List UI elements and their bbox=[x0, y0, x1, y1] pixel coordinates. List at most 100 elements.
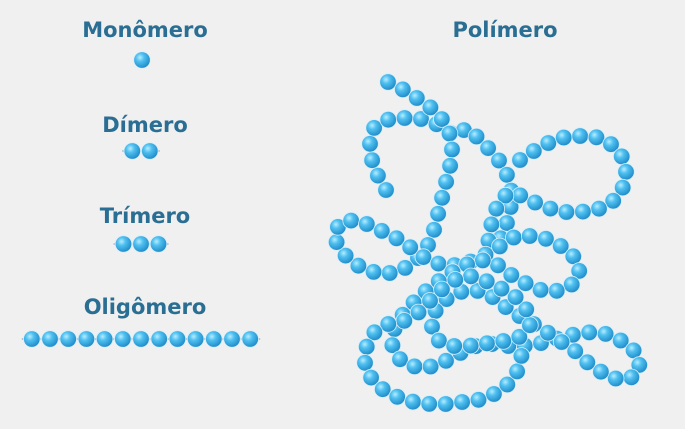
monomer-bead bbox=[133, 51, 151, 69]
polymer-bead bbox=[489, 256, 507, 275]
polymer-bead bbox=[379, 315, 398, 333]
oligomer-bead bbox=[186, 330, 205, 348]
polymer-bead bbox=[604, 192, 622, 210]
monomer-label: Monômero bbox=[82, 18, 208, 42]
oligomer-bead bbox=[77, 330, 96, 348]
polymer-bead bbox=[498, 375, 517, 394]
polymer-bead bbox=[446, 271, 465, 289]
polymer-bead bbox=[496, 186, 515, 205]
polymer-bead bbox=[617, 163, 635, 181]
polymer-bead bbox=[574, 202, 592, 221]
polymer-bead bbox=[502, 266, 521, 284]
polymer-bead bbox=[443, 140, 461, 159]
polymer-bead bbox=[526, 193, 544, 212]
polymer-bead bbox=[630, 356, 649, 374]
polymer-bead bbox=[404, 393, 422, 411]
polymer-bead bbox=[425, 221, 443, 239]
trimer-bead bbox=[114, 235, 133, 253]
polymer-bead bbox=[474, 251, 492, 270]
polymer-bead bbox=[494, 332, 513, 350]
polymer-bead bbox=[571, 127, 589, 145]
polymer-bead bbox=[566, 342, 584, 360]
polymer-bead bbox=[510, 328, 529, 346]
polymer-bead bbox=[391, 350, 409, 368]
polymer-bead bbox=[429, 254, 448, 273]
polymer-bead bbox=[445, 337, 463, 355]
polymer-bead bbox=[607, 369, 625, 388]
polymer-bead bbox=[414, 248, 433, 266]
trimer-bead bbox=[149, 235, 168, 253]
polymer-bead bbox=[485, 385, 503, 403]
polymer-bead bbox=[580, 323, 598, 342]
polymer-bead bbox=[563, 275, 581, 294]
polymer-bead bbox=[555, 128, 573, 147]
polymer-bead bbox=[531, 281, 550, 299]
polymer-bead bbox=[358, 338, 376, 356]
polymer-bead bbox=[516, 274, 535, 292]
dimer-bead bbox=[141, 142, 159, 160]
polymer-bead bbox=[478, 272, 496, 291]
oligomer-bead bbox=[59, 330, 77, 348]
trimer-chain bbox=[113, 235, 169, 253]
polymer-bead bbox=[433, 280, 451, 299]
oligomer-bead bbox=[223, 330, 241, 348]
polymer-bead bbox=[552, 237, 570, 255]
polymer-bead bbox=[363, 151, 381, 169]
polymer-bead bbox=[383, 336, 402, 354]
polymer-bead bbox=[552, 333, 571, 351]
oligomer-bead bbox=[41, 330, 59, 348]
polymer-bead bbox=[541, 199, 560, 218]
polymer-bead bbox=[396, 259, 414, 277]
polymer-bead bbox=[614, 178, 632, 197]
polymer-bead bbox=[557, 203, 576, 221]
oligomer-bead bbox=[168, 330, 187, 348]
dimer-bead bbox=[123, 142, 142, 160]
polymer-bead bbox=[512, 347, 531, 365]
polymer-bead bbox=[596, 325, 615, 343]
polymer-bead bbox=[525, 142, 543, 160]
monomer-chain bbox=[133, 51, 151, 69]
polymer-bead bbox=[327, 233, 346, 251]
polymer-bead bbox=[387, 229, 406, 248]
dimer-chain bbox=[122, 142, 160, 160]
polymer-bead bbox=[358, 215, 376, 233]
polymer-bead bbox=[462, 336, 480, 355]
polymer-bead bbox=[365, 119, 383, 137]
polymer-bead bbox=[570, 262, 588, 280]
oligomer-bead bbox=[205, 330, 223, 348]
polymer-bead bbox=[433, 189, 451, 207]
polymer-bead bbox=[508, 362, 526, 381]
polymer-bead bbox=[361, 135, 379, 153]
polymer-chain bbox=[327, 73, 649, 413]
polymer-bead bbox=[437, 173, 455, 191]
trimer-bead bbox=[132, 235, 150, 253]
oligomer-bead bbox=[114, 330, 132, 348]
polymer-bead bbox=[487, 199, 506, 218]
polymer-bead bbox=[349, 257, 368, 275]
polymer-bead bbox=[394, 80, 412, 99]
polymer-bead bbox=[478, 334, 496, 353]
polymer-bead bbox=[498, 166, 516, 184]
polymer-bead bbox=[405, 357, 424, 376]
polymer-bead bbox=[429, 205, 447, 223]
trimer-label: Trímero bbox=[99, 204, 191, 228]
polymer-bead bbox=[336, 246, 355, 265]
oligomer-label: Oligômero bbox=[83, 295, 207, 319]
polymer-bead bbox=[421, 98, 440, 117]
polymer-bead bbox=[379, 73, 397, 91]
polymer-bead bbox=[602, 135, 620, 153]
polymer-bead bbox=[613, 147, 631, 166]
polymer-bead bbox=[365, 323, 384, 342]
oligomer-bead bbox=[132, 330, 150, 348]
polymer-bead bbox=[388, 388, 406, 406]
polymer-bead bbox=[521, 227, 539, 245]
polymer-bead bbox=[409, 303, 428, 322]
polymer-bead bbox=[479, 139, 497, 157]
polymer-bead bbox=[408, 89, 426, 107]
oligomer-bead bbox=[95, 330, 114, 348]
polymer-bead bbox=[590, 199, 608, 218]
polymer-bead bbox=[521, 316, 539, 334]
polymer-bead bbox=[506, 288, 525, 306]
polymer-bead bbox=[401, 238, 419, 257]
